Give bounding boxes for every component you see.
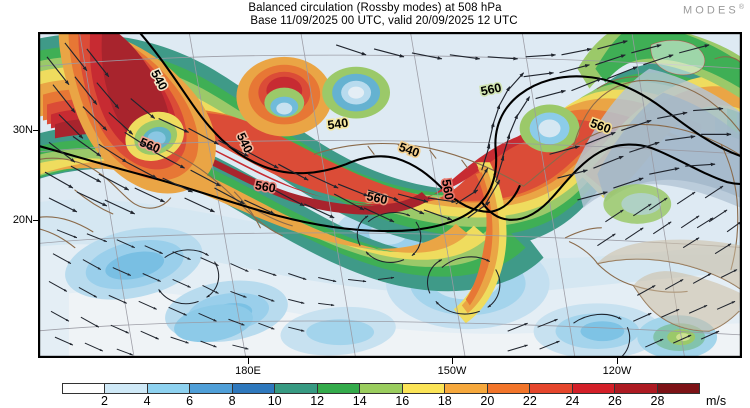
chart-title-block: Balanced circulation (Rossby modes) at 5… xyxy=(0,2,750,28)
colorbar-tick: 24 xyxy=(565,394,580,408)
x-axis-label-180e: 180E xyxy=(235,365,261,377)
colorbar[interactable] xyxy=(62,383,700,394)
colorbar-swatch xyxy=(232,384,276,393)
x-axis-label-120w: 120W xyxy=(602,365,632,377)
contour-label-540: 540 xyxy=(327,116,350,133)
x-axis-tick-120w xyxy=(617,358,619,364)
colorbar-swatch xyxy=(615,384,658,393)
colorbar-swatch xyxy=(360,384,403,393)
page-title: Balanced circulation (Rossby modes) at 5… xyxy=(248,2,502,14)
colorbar-swatch xyxy=(657,384,700,393)
colorbar-swatch xyxy=(530,384,573,393)
chart-subtitle: Base 11/09/2025 00 UTC, valid 20/09/2025… xyxy=(250,15,518,27)
weather-map[interactable]: 540 540 540 540 560 560 560 560 560 560 xyxy=(38,32,742,358)
wind-vectors xyxy=(44,40,741,357)
registered-mark: ® xyxy=(738,4,744,11)
colorbar-tick: 26 xyxy=(607,394,622,408)
colorbar-tick: 20 xyxy=(480,394,495,408)
y-axis-tick-20n xyxy=(33,220,39,222)
colorbar-tick: 14 xyxy=(352,394,367,408)
contour-label-560: 560 xyxy=(365,189,388,207)
map-svg: 540 540 540 540 560 560 560 560 560 560 xyxy=(39,33,741,357)
colorbar-units-label: m/s xyxy=(706,394,727,408)
colorbar-swatch xyxy=(487,384,531,393)
x-axis-tick-150w xyxy=(452,358,454,364)
land-areas xyxy=(597,40,741,332)
colorbar-swatch xyxy=(402,384,446,393)
colorbar-tick: 18 xyxy=(437,394,452,408)
colorbar-tick: 16 xyxy=(395,394,410,408)
colorbar-swatch xyxy=(190,384,233,393)
colorbar-swatch xyxy=(105,384,148,393)
colorbar-swatch xyxy=(572,384,616,393)
colorbar-swatch xyxy=(275,384,318,393)
colorbar-tick: 2 xyxy=(101,394,108,408)
modes-logo-text: MODES xyxy=(682,4,739,17)
contour-label-560: 560 xyxy=(439,178,456,201)
colorbar-swatch xyxy=(147,384,191,393)
colorbar-tick: 8 xyxy=(228,394,236,408)
colorbar-tick: 12 xyxy=(310,394,325,408)
contour-label-560: 560 xyxy=(479,81,502,99)
x-axis-label-150w: 150W xyxy=(437,365,467,377)
x-axis-tick-180e xyxy=(248,358,250,364)
colorbar-swatch xyxy=(63,384,106,393)
wind-speed-shading xyxy=(39,33,741,357)
colorbar-swatch xyxy=(317,384,361,393)
colorbar-tick-labels: 2 4 6 8 10 12 14 16 18 20 22 24 26 28 xyxy=(62,394,700,408)
colorbar-tick: 22 xyxy=(522,394,537,408)
graticule xyxy=(39,33,741,357)
modes-logo: MODES® xyxy=(683,4,744,17)
y-axis-label-30n: 30N xyxy=(12,124,33,136)
colorbar-tick: 4 xyxy=(143,394,151,408)
colorbar-tick: 6 xyxy=(186,394,194,408)
colorbar-tick: 28 xyxy=(650,394,665,408)
y-axis-tick-30n xyxy=(33,130,39,132)
y-axis-label-20n: 20N xyxy=(12,214,33,226)
colorbar-swatch xyxy=(445,384,488,393)
contour-label-560: 560 xyxy=(254,178,277,195)
colorbar-tick: 10 xyxy=(267,394,282,408)
